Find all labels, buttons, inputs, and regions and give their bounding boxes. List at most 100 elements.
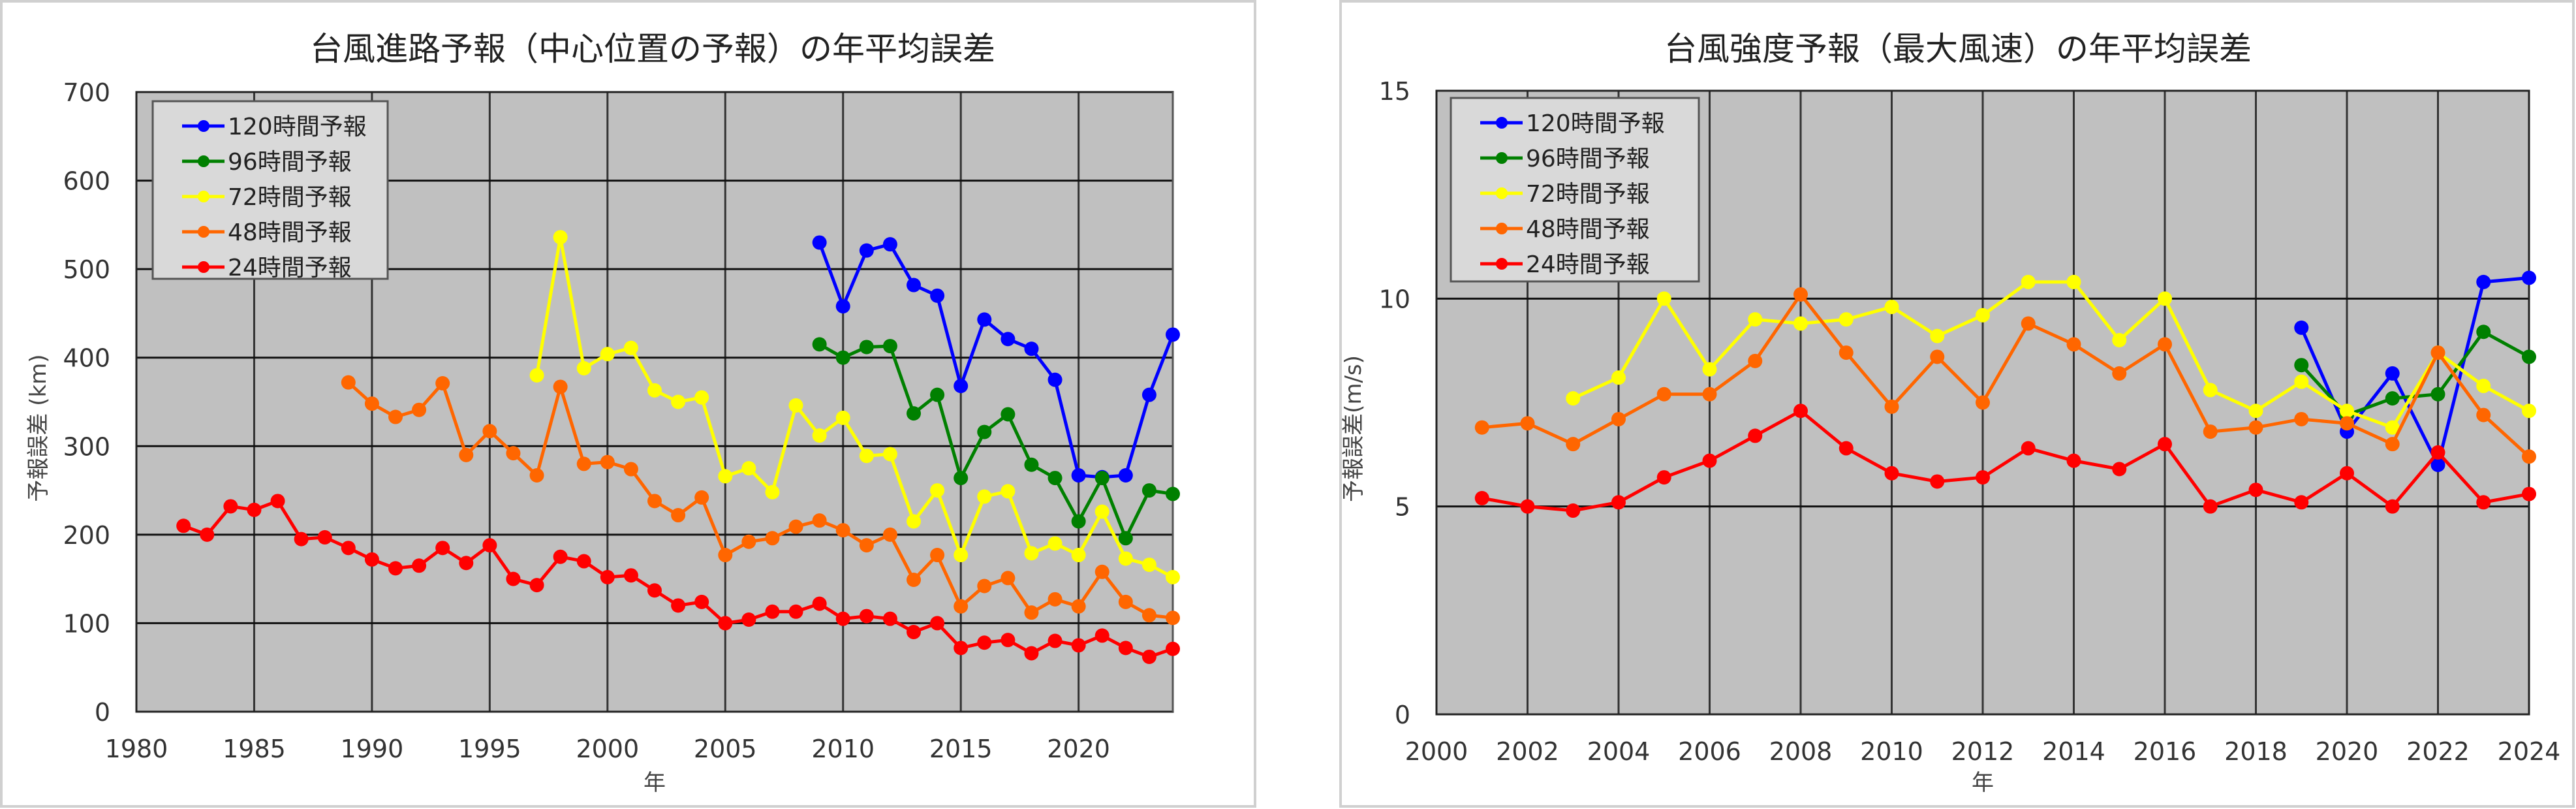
- series-line: [818, 343, 1173, 543]
- data-point: [671, 508, 686, 523]
- data-point: [694, 390, 709, 405]
- data-point: [788, 398, 803, 413]
- data-point: [1566, 391, 1581, 406]
- data-point: [2021, 274, 2036, 289]
- data-point: [2385, 391, 2400, 406]
- series-line: [1572, 280, 2530, 430]
- data-point: [1839, 312, 1854, 327]
- data-point: [2248, 404, 2263, 419]
- data-point: [2430, 387, 2445, 402]
- data-point: [2522, 270, 2536, 285]
- data-point: [1976, 308, 1990, 323]
- data-point: [1566, 437, 1581, 452]
- data-point: [1839, 345, 1854, 360]
- data-point: [1839, 441, 1854, 456]
- data-point: [907, 514, 921, 529]
- data-point: [930, 548, 945, 563]
- data-point: [2112, 366, 2127, 381]
- data-point: [1976, 395, 1990, 410]
- y-tick-label: 400: [63, 344, 110, 373]
- data-point: [671, 394, 686, 409]
- data-point: [882, 611, 897, 626]
- series-24時間予報: [176, 494, 1180, 664]
- legend-swatch-marker: [1496, 258, 1508, 270]
- data-point: [741, 612, 756, 627]
- data-point: [1047, 592, 1063, 607]
- data-point: [741, 461, 756, 476]
- data-point: [1748, 428, 1763, 443]
- data-point: [2248, 420, 2263, 435]
- data-point: [576, 554, 591, 569]
- data-point: [2066, 274, 2081, 289]
- legend-swatch-marker: [198, 226, 209, 238]
- data-point: [412, 402, 427, 417]
- data-point: [2522, 486, 2536, 501]
- legend-box: [151, 100, 389, 280]
- data-point: [859, 340, 874, 355]
- data-point: [553, 230, 568, 245]
- data-point: [2476, 274, 2491, 289]
- data-point: [553, 379, 568, 394]
- legend-label: 96時間予報: [228, 149, 352, 176]
- data-point: [954, 599, 969, 614]
- data-point: [2294, 495, 2309, 510]
- data-point: [2522, 349, 2536, 364]
- data-point: [482, 424, 497, 439]
- data-point: [1094, 628, 1110, 643]
- data-point: [623, 462, 638, 477]
- data-point: [1001, 407, 1016, 422]
- data-point: [907, 278, 921, 293]
- legend-swatch-marker: [1496, 152, 1508, 164]
- data-point: [1047, 372, 1063, 387]
- data-point: [529, 368, 544, 383]
- data-point: [647, 583, 662, 598]
- data-point: [1047, 536, 1063, 551]
- data-point: [1118, 468, 1133, 483]
- data-point: [907, 624, 921, 639]
- data-point: [1656, 291, 1671, 306]
- data-point: [2430, 458, 2445, 472]
- x-tick-label: 1985: [223, 735, 286, 763]
- data-point: [1474, 490, 1489, 505]
- data-point: [2476, 325, 2491, 340]
- data-point: [1141, 557, 1156, 572]
- data-point: [623, 340, 638, 355]
- data-point: [907, 572, 921, 587]
- data-point: [2476, 495, 2491, 510]
- legend-label: 96時間予報: [1526, 146, 1650, 172]
- y-tick-label: 0: [95, 698, 110, 727]
- data-point: [1793, 287, 1808, 302]
- legend-swatch-marker: [198, 120, 209, 132]
- data-point: [600, 569, 615, 584]
- data-point: [1930, 349, 1945, 364]
- data-point: [2294, 358, 2309, 373]
- data-point: [1024, 341, 1039, 357]
- y-tick-label: 0: [1395, 701, 1410, 729]
- y-tick-label: 10: [1379, 285, 1410, 313]
- data-point: [459, 447, 474, 462]
- legend-label: 24時間予報: [228, 255, 352, 281]
- legend-box: [1450, 97, 1700, 283]
- data-point: [765, 531, 780, 546]
- data-point: [835, 523, 850, 538]
- x-tick-label: 2020: [2316, 737, 2379, 766]
- data-point: [1611, 411, 1626, 426]
- data-point: [1118, 641, 1133, 656]
- data-point: [1071, 548, 1086, 563]
- data-point: [765, 604, 780, 619]
- data-point: [576, 360, 591, 375]
- data-point: [270, 494, 285, 509]
- y-tick-label: 600: [63, 167, 110, 196]
- legend-label: 24時間予報: [1526, 251, 1650, 278]
- legend-swatch-marker: [1496, 187, 1508, 199]
- data-point: [1024, 605, 1039, 620]
- x-tick-label: 2020: [1047, 735, 1110, 763]
- data-point: [2203, 424, 2218, 439]
- data-point: [600, 454, 615, 469]
- series-48時間予報: [341, 375, 1180, 626]
- x-tick-label: 2018: [2224, 737, 2288, 766]
- data-point: [2385, 420, 2400, 435]
- x-tick-label: 2000: [576, 735, 639, 763]
- data-point: [364, 396, 379, 411]
- data-point: [977, 312, 992, 327]
